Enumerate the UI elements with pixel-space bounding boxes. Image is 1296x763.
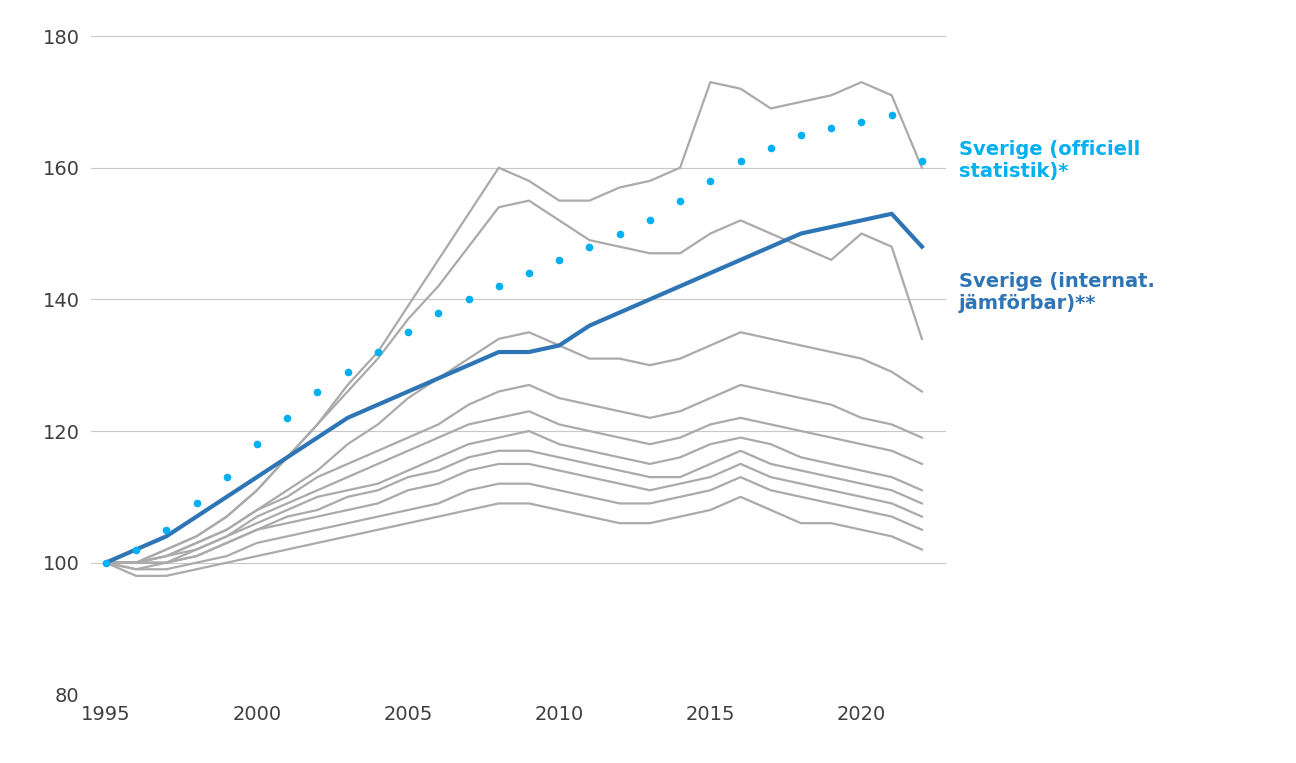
Text: Sverige (officiell
statistik)*: Sverige (officiell statistik)* [959,140,1140,182]
Text: Sverige (internat.
jämförbar)**: Sverige (internat. jämförbar)** [959,272,1155,313]
